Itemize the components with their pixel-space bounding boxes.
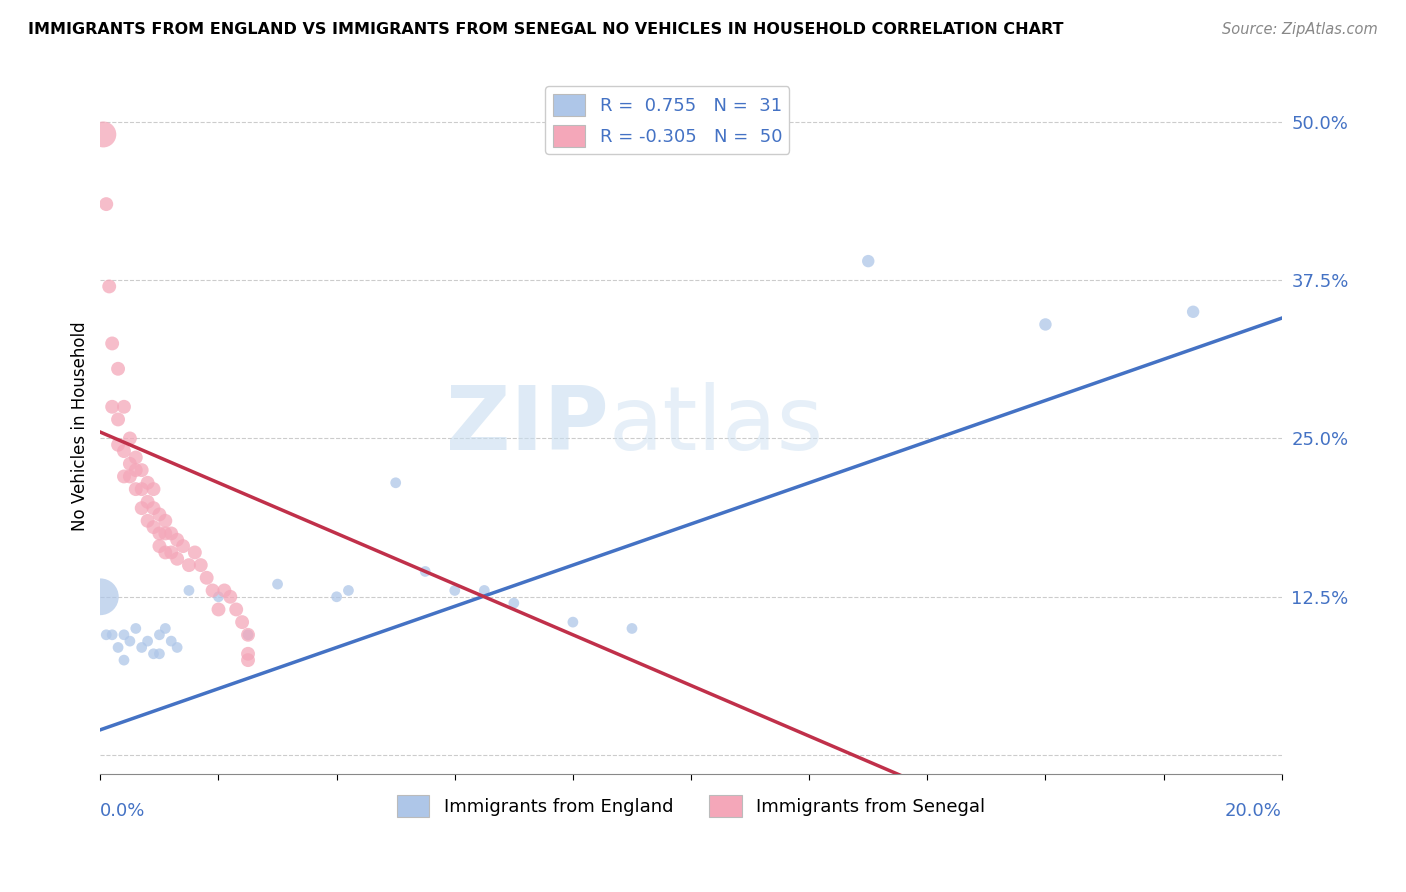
Point [131, 501, 153, 516]
Point [236, 628, 259, 642]
Text: IMMIGRANTS FROM ENGLAND VS IMMIGRANTS FROM SENEGAL NO VEHICLES IN HOUSEHOLD CORR: IMMIGRANTS FROM ENGLAND VS IMMIGRANTS FR… [28, 22, 1063, 37]
Point [190, 558, 212, 573]
Point [160, 545, 183, 559]
Point [201, 583, 224, 598]
Text: 0.0%: 0.0% [100, 802, 146, 820]
Y-axis label: No Vehicles in Household: No Vehicles in Household [72, 321, 89, 531]
Point [148, 539, 170, 553]
Point [98, 279, 121, 293]
Point [131, 640, 153, 655]
Point [231, 615, 253, 629]
Point [107, 438, 129, 452]
Point [142, 482, 165, 496]
Point [118, 634, 141, 648]
Point [118, 469, 141, 483]
Point [112, 469, 135, 483]
Point [155, 545, 177, 559]
Text: 20.0%: 20.0% [1225, 802, 1282, 820]
Point [148, 647, 170, 661]
Point [166, 640, 188, 655]
Point [236, 628, 259, 642]
Point [266, 577, 288, 591]
Point [112, 400, 135, 414]
Point [561, 615, 583, 629]
Point [160, 634, 183, 648]
Point [166, 533, 188, 547]
Point [107, 412, 129, 426]
Point [136, 475, 159, 490]
Point [101, 628, 124, 642]
Point [195, 571, 218, 585]
Point [172, 539, 194, 553]
Point [207, 590, 229, 604]
Point [236, 653, 259, 667]
Point [325, 590, 347, 604]
Legend: Immigrants from England, Immigrants from Senegal: Immigrants from England, Immigrants from… [389, 788, 993, 824]
Text: atlas: atlas [609, 383, 824, 469]
Point [96, 197, 118, 211]
Point [1035, 318, 1057, 332]
Point [107, 640, 129, 655]
Point [207, 602, 229, 616]
Text: ZIP: ZIP [446, 383, 609, 469]
Point [136, 514, 159, 528]
Point [413, 565, 436, 579]
Point [443, 583, 465, 598]
Point [112, 444, 135, 458]
Point [858, 254, 880, 268]
Point [214, 583, 236, 598]
Point [155, 514, 177, 528]
Point [125, 463, 148, 477]
Point [101, 400, 124, 414]
Point [118, 432, 141, 446]
Point [160, 526, 183, 541]
Point [131, 482, 153, 496]
Point [125, 622, 148, 636]
Point [177, 558, 200, 573]
Point [225, 602, 247, 616]
Point [166, 551, 188, 566]
Point [142, 647, 165, 661]
Point [337, 583, 360, 598]
Point [620, 622, 643, 636]
Point [125, 482, 148, 496]
Point [101, 336, 124, 351]
Point [184, 545, 207, 559]
Point [155, 622, 177, 636]
Point [472, 583, 495, 598]
Point [91, 128, 114, 142]
Point [112, 628, 135, 642]
Text: Source: ZipAtlas.com: Source: ZipAtlas.com [1222, 22, 1378, 37]
Point [148, 508, 170, 522]
Point [502, 596, 524, 610]
Point [148, 628, 170, 642]
Point [89, 590, 111, 604]
Point [136, 495, 159, 509]
Point [142, 501, 165, 516]
Point [384, 475, 406, 490]
Point [107, 361, 129, 376]
Point [155, 526, 177, 541]
Point [148, 526, 170, 541]
Point [1182, 305, 1205, 319]
Point [219, 590, 242, 604]
Point [96, 628, 118, 642]
Point [236, 647, 259, 661]
Point [136, 634, 159, 648]
Point [118, 457, 141, 471]
Point [142, 520, 165, 534]
Point [112, 653, 135, 667]
Point [177, 583, 200, 598]
Point [131, 463, 153, 477]
Point [125, 450, 148, 465]
